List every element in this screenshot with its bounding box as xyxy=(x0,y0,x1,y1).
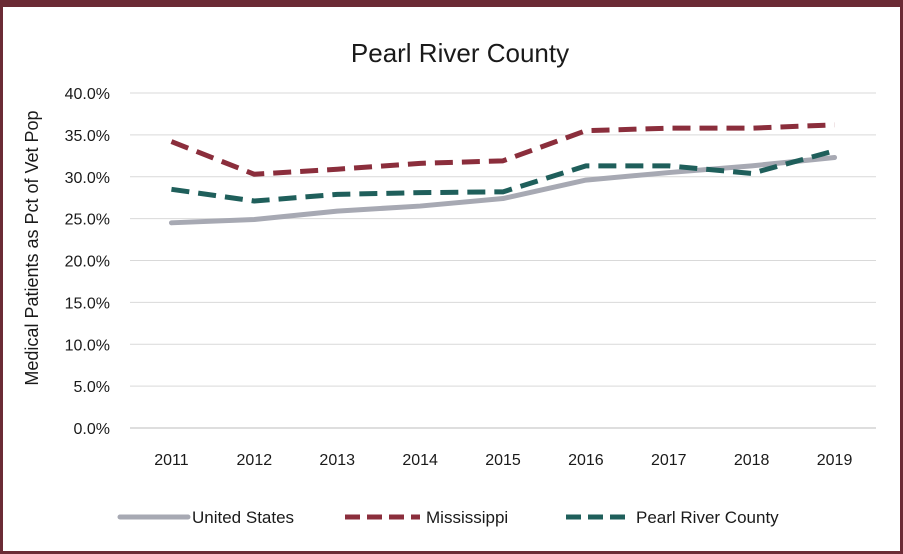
series-line-pearl-river-county xyxy=(171,148,836,204)
x-tick-label: 2014 xyxy=(402,452,438,469)
x-tick-labels: 2011 2012 2013 2014 2015 2016 2017 2018 2019 xyxy=(154,452,852,469)
y-tick-label: 15.0% xyxy=(65,295,110,312)
legend-label: United States xyxy=(192,508,294,527)
series-lines xyxy=(168,122,838,226)
x-tick-label: 2011 xyxy=(154,452,189,469)
y-tick-label: 30.0% xyxy=(65,170,110,187)
y-tick-label: 40.0% xyxy=(65,86,110,103)
legend-label: Pearl River County xyxy=(636,508,779,527)
y-tick-label: 0.0% xyxy=(74,421,110,438)
legend-label: Mississippi xyxy=(426,508,508,527)
x-tick-label: 2017 xyxy=(651,452,687,469)
series-line-united-states xyxy=(168,154,838,226)
y-tick-label: 5.0% xyxy=(74,379,110,396)
x-tick-label: 2015 xyxy=(485,452,521,469)
x-tick-label: 2013 xyxy=(319,452,355,469)
x-tick-label: 2012 xyxy=(237,452,273,469)
x-tick-label: 2018 xyxy=(734,452,770,469)
y-tick-labels: 0.0% 5.0% 10.0% 15.0% 20.0% 25.0% 30.0% 35.0% 40… xyxy=(65,86,110,438)
y-tick-label: 25.0% xyxy=(65,212,110,229)
gridlines xyxy=(130,92,876,429)
chart-title: Pearl River County xyxy=(351,38,569,68)
x-tick-label: 2016 xyxy=(568,452,604,469)
y-tick-label: 35.0% xyxy=(65,128,110,145)
y-tick-label: 10.0% xyxy=(65,337,110,354)
series-line-mississippi xyxy=(170,122,835,177)
legend: United States Mississippi Pearl River Coun… xyxy=(117,508,779,527)
y-axis-label: Medical Patients as Pct of Vet Pop xyxy=(22,110,42,385)
x-tick-label: 2019 xyxy=(817,452,853,469)
y-tick-label: 20.0% xyxy=(65,254,110,271)
